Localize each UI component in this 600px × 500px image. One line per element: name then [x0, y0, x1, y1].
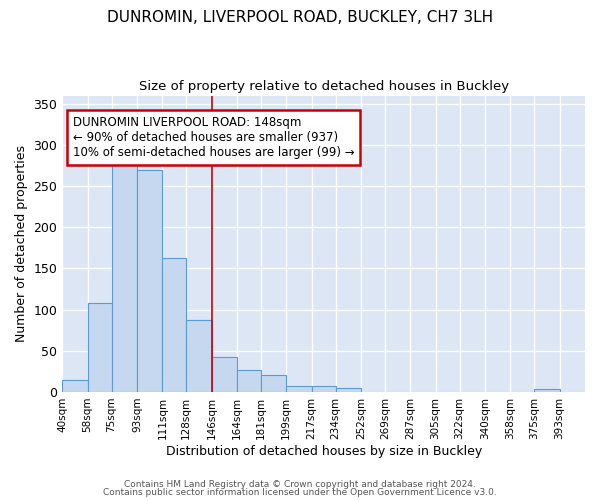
Bar — [261, 374, 286, 392]
Bar — [286, 386, 311, 392]
Bar — [311, 386, 335, 392]
Bar — [112, 150, 137, 392]
Bar — [335, 388, 361, 392]
Bar — [186, 320, 212, 392]
Bar — [534, 390, 560, 392]
Text: DUNROMIN, LIVERPOOL ROAD, BUCKLEY, CH7 3LH: DUNROMIN, LIVERPOOL ROAD, BUCKLEY, CH7 3… — [107, 10, 493, 25]
Y-axis label: Number of detached properties: Number of detached properties — [15, 146, 28, 342]
Bar — [62, 380, 88, 392]
Text: DUNROMIN LIVERPOOL ROAD: 148sqm
← 90% of detached houses are smaller (937)
10% o: DUNROMIN LIVERPOOL ROAD: 148sqm ← 90% of… — [73, 116, 355, 160]
Bar — [212, 358, 237, 392]
Bar — [237, 370, 261, 392]
Bar — [88, 303, 112, 392]
Text: Contains public sector information licensed under the Open Government Licence v3: Contains public sector information licen… — [103, 488, 497, 497]
Text: Contains HM Land Registry data © Crown copyright and database right 2024.: Contains HM Land Registry data © Crown c… — [124, 480, 476, 489]
Bar — [137, 170, 163, 392]
X-axis label: Distribution of detached houses by size in Buckley: Distribution of detached houses by size … — [166, 444, 482, 458]
Title: Size of property relative to detached houses in Buckley: Size of property relative to detached ho… — [139, 80, 509, 93]
Bar — [163, 258, 186, 392]
